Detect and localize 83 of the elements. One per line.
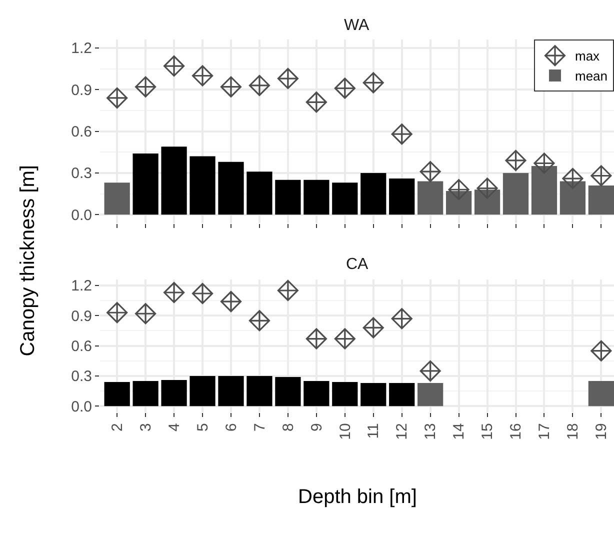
point (277, 280, 298, 302)
x-tick-label: 13 (422, 423, 440, 440)
point (334, 328, 356, 350)
x-tick-label: 5 (194, 423, 212, 432)
chart-title: WA (344, 17, 370, 34)
bar (418, 181, 444, 215)
y-tick-label: 0.6 (71, 338, 92, 356)
y-tick-label: 0.3 (71, 368, 92, 386)
bar (531, 166, 558, 215)
point (163, 55, 185, 77)
bar (560, 181, 586, 215)
y-axis-title: Canopy thickness [m] (16, 164, 39, 356)
bar (161, 146, 187, 215)
x-tick-label: 2 (108, 423, 126, 432)
bar (132, 154, 158, 215)
x-tick-label: 18 (564, 423, 582, 440)
x-tick-label: 6 (222, 423, 240, 432)
point (248, 310, 270, 332)
point (420, 161, 441, 182)
x-tick-label: 16 (508, 423, 525, 440)
point (590, 340, 612, 362)
point (362, 72, 384, 94)
bar (218, 162, 244, 215)
point (135, 303, 156, 324)
y-tick-label: 0.0 (71, 398, 92, 416)
point (562, 168, 584, 190)
bar (389, 178, 415, 215)
x-tick-label: 11 (365, 423, 382, 439)
point (362, 317, 384, 338)
y-tick-label: 0.9 (71, 308, 92, 325)
x-axis-title: Depth bin [m] (298, 486, 417, 508)
point (534, 152, 555, 174)
point (391, 124, 412, 145)
chart-title: CA (346, 256, 369, 273)
x-tick-label: 4 (166, 423, 183, 432)
bar (104, 182, 130, 215)
point (135, 76, 156, 98)
y-tick-label: 0.3 (71, 165, 92, 182)
point (505, 150, 526, 172)
x-tick-label: 10 (336, 423, 354, 440)
point (192, 65, 214, 86)
legend-label: max (575, 48, 600, 64)
x-tick-label: 19 (593, 423, 610, 440)
x-tick-label: 12 (394, 423, 411, 440)
bar (360, 172, 386, 215)
point (448, 179, 470, 200)
x-tick-label: 17 (536, 423, 554, 440)
point (277, 68, 298, 90)
x-tick-label: 7 (251, 423, 268, 432)
bar (588, 185, 614, 215)
legend-label: mean (575, 68, 608, 84)
bar (190, 156, 216, 215)
bar (474, 190, 500, 215)
bar (275, 180, 301, 215)
y-tick-label: 0.6 (71, 124, 92, 141)
point (106, 87, 128, 109)
point (391, 308, 412, 330)
bar (446, 191, 472, 215)
point (220, 76, 242, 98)
y-tick-label: 0.9 (71, 82, 92, 99)
point (334, 78, 356, 99)
bar (502, 172, 529, 215)
x-tick-label: 14 (450, 423, 468, 440)
point (306, 92, 327, 113)
y-tick-label: 1.2 (71, 278, 92, 295)
point (248, 74, 270, 96)
point (476, 178, 498, 199)
y-tick-label: 0.0 (71, 206, 92, 224)
point (106, 302, 128, 324)
x-tick-label: 8 (280, 423, 297, 432)
bar (332, 182, 358, 215)
y-tick-label: 1.2 (71, 40, 92, 58)
point (306, 328, 327, 350)
x-tick-label: 15 (479, 423, 496, 440)
point (192, 282, 214, 304)
x-tick-label: 9 (308, 423, 326, 432)
x-tick-label: 3 (137, 423, 154, 432)
point (163, 282, 185, 304)
bar (246, 172, 272, 215)
bar (304, 180, 330, 215)
point (420, 360, 441, 382)
point (590, 165, 612, 186)
point (220, 291, 242, 312)
